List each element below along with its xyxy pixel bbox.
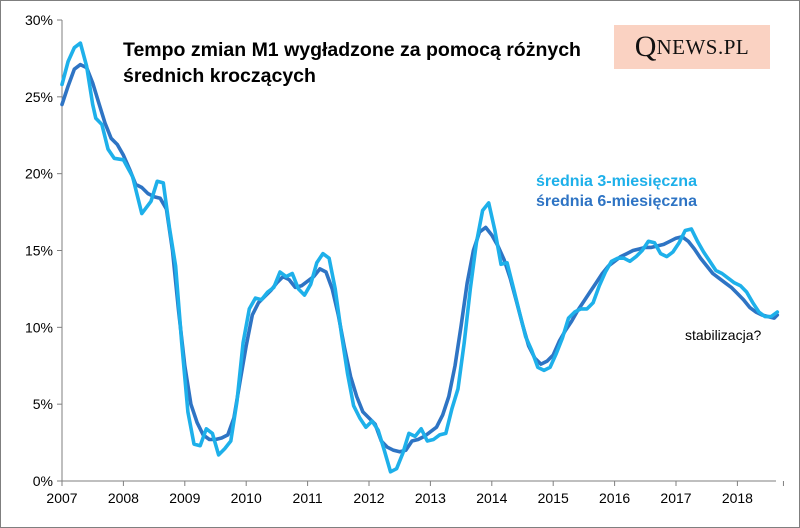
annotation-stabilizacja: stabilizacja? — [685, 327, 762, 343]
x-tick-label: 2010 — [231, 490, 262, 506]
series-lines — [60, 41, 780, 474]
series-line-6m — [60, 62, 780, 454]
x-tick-label: 2013 — [415, 490, 446, 506]
chart-title: Tempo zmian M1 wygładzone za pomocą różn… — [123, 39, 581, 87]
x-tick-label: 2014 — [476, 490, 507, 506]
legend-entry-3m: średnia 3-miesięczna — [536, 173, 697, 190]
logo-initial: Q — [634, 30, 657, 63]
legend-entry-6m: średnia 6-miesięczna — [536, 193, 697, 210]
y-tick-label: 20% — [25, 166, 53, 182]
x-tick-label: 2011 — [293, 490, 323, 506]
series-line-3m — [60, 41, 780, 474]
x-tick-label: 2016 — [599, 490, 630, 506]
y-tick-label: 0% — [33, 473, 53, 489]
y-tick-label: 10% — [25, 319, 53, 335]
x-tick-label: 2017 — [660, 490, 691, 506]
qnews-logo: Q NEWS.PL — [614, 25, 770, 69]
y-tick-label: 25% — [25, 89, 53, 105]
x-tick-label: 2008 — [108, 490, 139, 506]
x-tick-label: 2018 — [722, 490, 753, 506]
x-tick-label: 2015 — [538, 490, 569, 506]
logo-rest: NEWS.PL — [656, 34, 750, 59]
x-tick-label: 2007 — [46, 490, 77, 506]
y-tick-label: 5% — [33, 396, 53, 412]
y-tick-label: 30% — [25, 12, 53, 28]
legend: średnia 3-miesięczna średnia 6-miesięczn… — [536, 172, 697, 212]
axes: 0% 5% 10% 15% 20% 25% 30% 2007 2008 2009 2010 2011 2… — [25, 12, 784, 506]
x-tick-label: 2009 — [169, 490, 200, 506]
x-tick-label: 2012 — [353, 490, 384, 506]
y-tick-label: 15% — [25, 243, 53, 259]
